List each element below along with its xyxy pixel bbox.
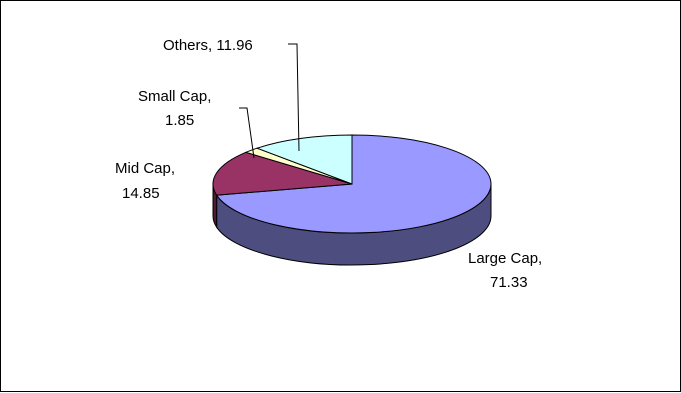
pie-slice-mid-cap — [212, 151, 353, 196]
leader-others — [288, 43, 300, 152]
pie-top-faces — [212, 134, 492, 234]
slice-label-others: Others, 11.96 — [163, 37, 253, 54]
label-leader-lines — [239, 43, 300, 159]
slice-label-small-cap: Small Cap, — [138, 88, 211, 105]
slice-label-large-cap: Large Cap, — [468, 250, 542, 267]
pie-slice-large-cap — [215, 134, 492, 234]
leader-small-cap — [239, 107, 255, 159]
pie-slice-others — [255, 134, 353, 185]
slice-value-small-cap: 1.85 — [165, 112, 194, 129]
slice-value-large-cap: 71.33 — [490, 274, 528, 291]
slice-label-mid-cap: Mid Cap, — [115, 160, 175, 177]
slice-value-mid-cap: 14.85 — [122, 185, 160, 202]
